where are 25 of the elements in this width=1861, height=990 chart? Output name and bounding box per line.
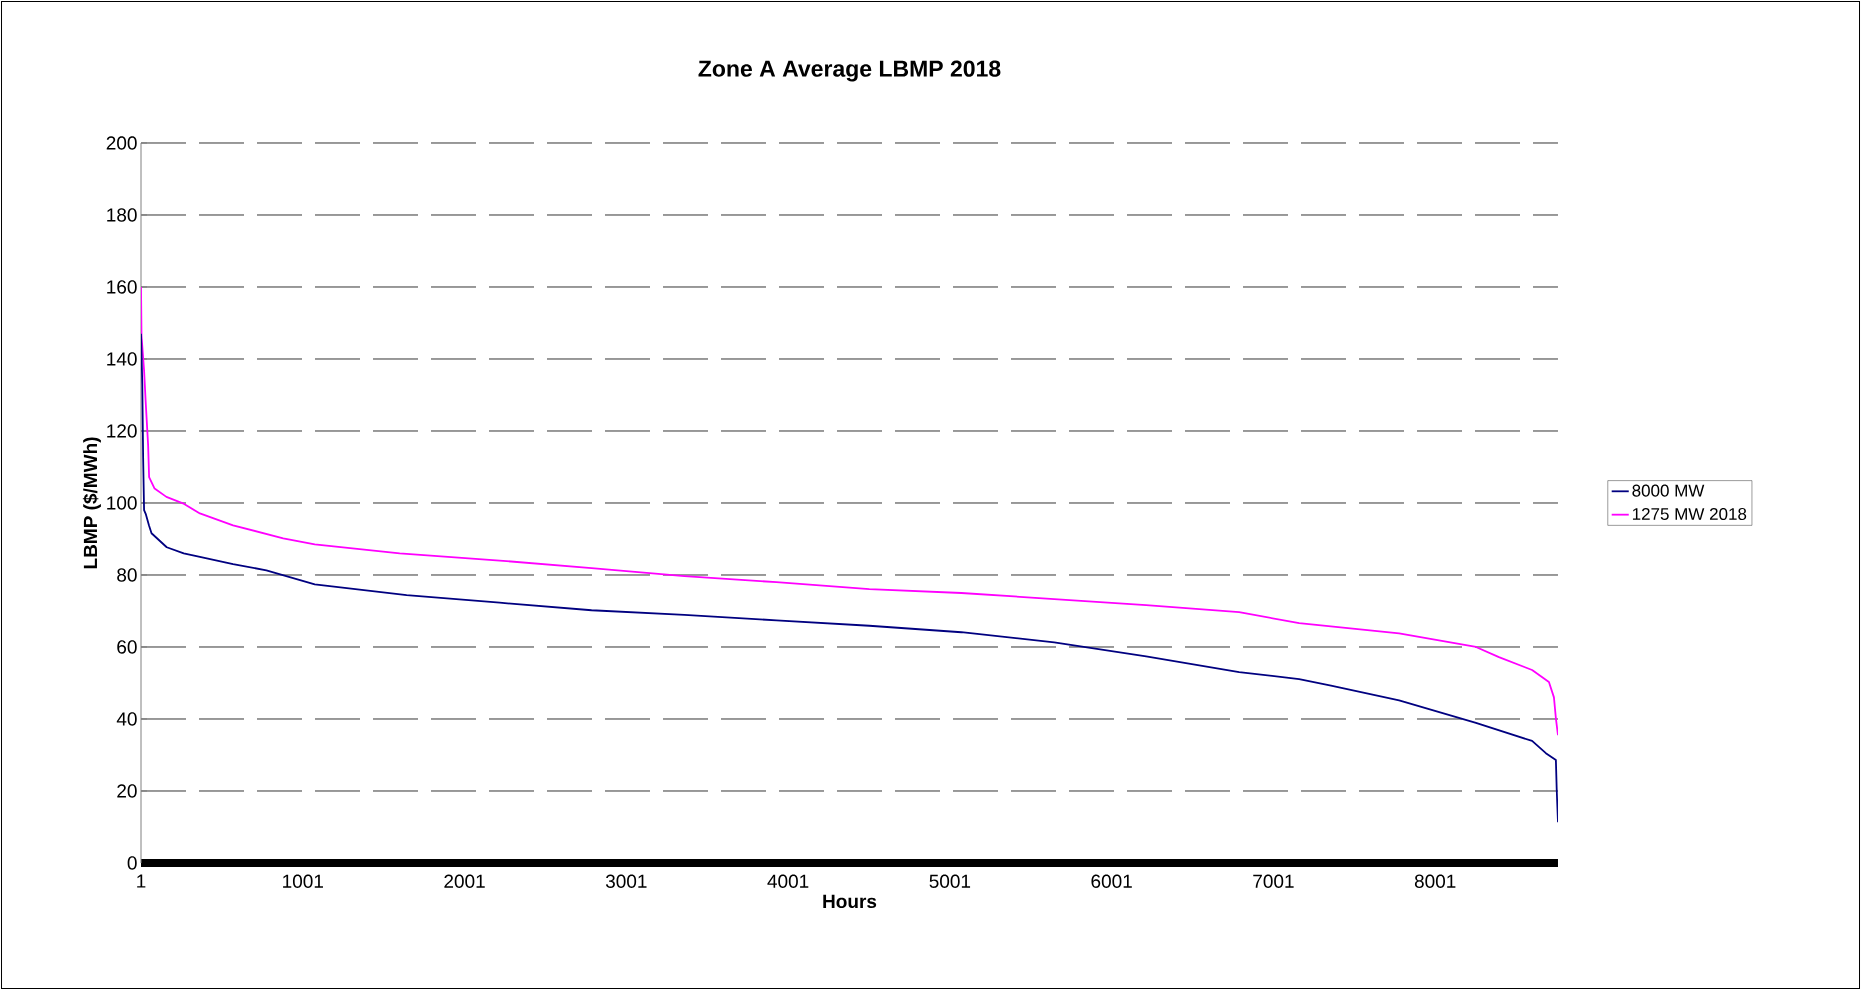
y-tick-label: 80 [117,568,137,582]
y-tick-label: 100 [107,496,137,510]
y-tick-label: 200 [106,136,137,150]
y-tick-label: 60 [117,640,137,654]
legend-label: 1275 MW 2018 [1632,507,1747,521]
y-tick-label: 160 [107,280,137,294]
legend-label: 8000 MW [1632,484,1705,497]
chart-title: Zone A Average LBMP 2018 [698,60,1001,82]
x-tick-label: 8001 [1414,874,1456,888]
y-tick-label: 0 [127,856,137,870]
x-tick-label: 3001 [605,874,647,888]
x-tick-label: 6001 [1091,874,1132,888]
x-tick-label: 1 [137,874,146,888]
y-tick-label: 180 [107,208,137,222]
x-tick-label: 5001 [929,874,971,888]
y-tick-label: 20 [117,784,137,798]
x-tick-label: 1001 [283,874,323,888]
y-axis-title: LBMP ($/MWh) [82,437,101,569]
x-tick-label: 4001 [767,874,809,888]
y-tick-label: 140 [107,352,137,366]
y-tick-label: 40 [116,712,137,726]
y-tick-label: 120 [107,424,137,438]
x-tick-label: 7001 [1253,874,1294,888]
x-axis-title: Hours [823,894,877,909]
x-tick-label: 2001 [444,874,485,888]
